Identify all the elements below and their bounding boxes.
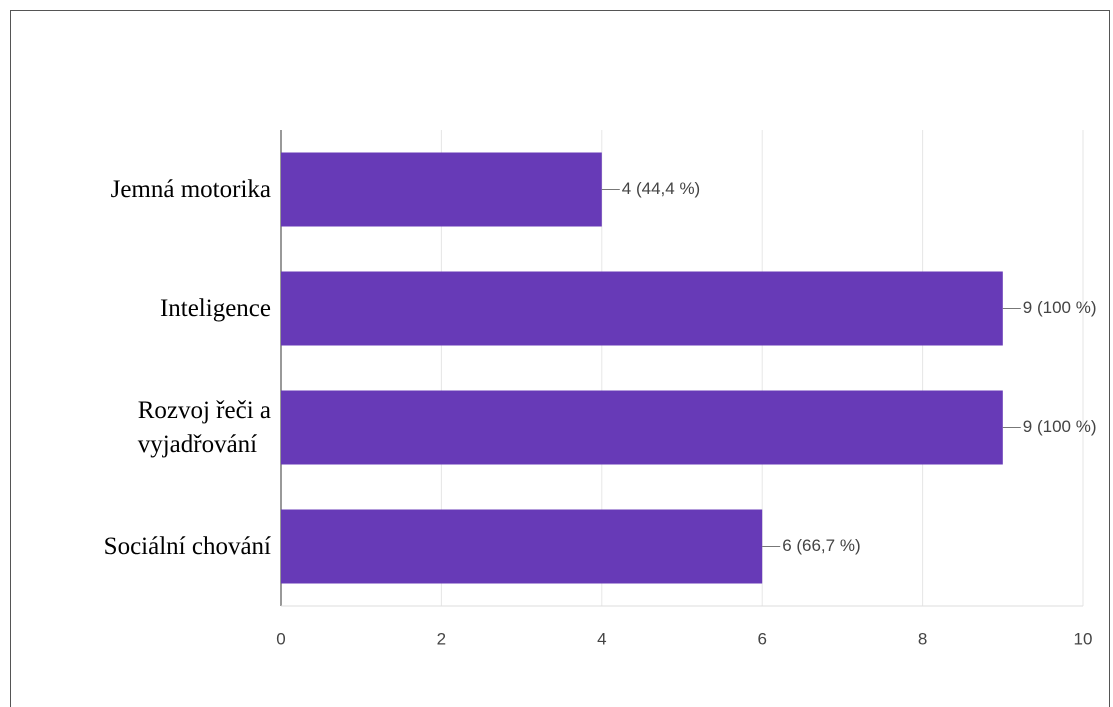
bar (281, 390, 1003, 465)
x-tick-label: 0 (276, 629, 285, 648)
x-tick-label: 6 (757, 629, 766, 648)
y-tick-label: Jemná motorika (110, 175, 271, 203)
x-tick-label: 10 (1074, 629, 1093, 648)
y-tick-label: Inteligence (159, 294, 271, 322)
y-tick-label: Rozvoj řeči a vyjadřování (137, 396, 271, 458)
x-tick-label: 8 (918, 629, 927, 648)
bar (281, 271, 1003, 346)
value-label: 4 (44,4 %) (622, 179, 700, 198)
y-tick-label: Sociální chování (103, 532, 271, 560)
value-label: 6 (66,7 %) (782, 536, 860, 555)
bar (281, 509, 763, 584)
x-tick-label: 2 (437, 629, 446, 648)
x-tick-label: 4 (597, 629, 606, 648)
bar (281, 152, 602, 227)
value-label: 9 (100 %) (1023, 298, 1097, 317)
value-label: 9 (100 %) (1023, 417, 1097, 436)
frame (10, 10, 1110, 707)
